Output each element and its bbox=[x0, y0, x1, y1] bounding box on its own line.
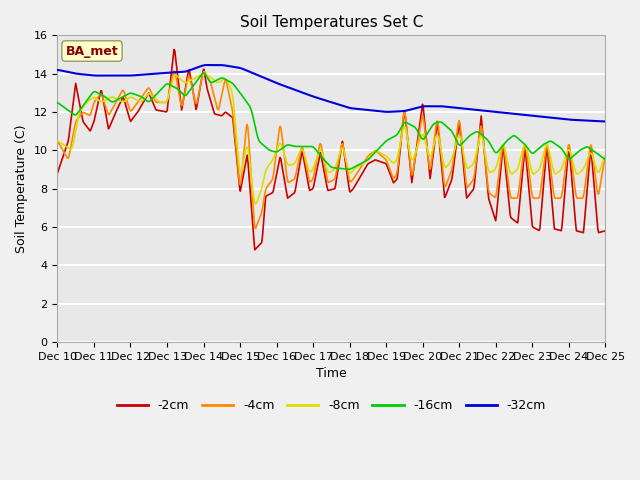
Title: Soil Temperatures Set C: Soil Temperatures Set C bbox=[240, 15, 423, 30]
Text: BA_met: BA_met bbox=[66, 45, 118, 58]
Legend: -2cm, -4cm, -8cm, -16cm, -32cm: -2cm, -4cm, -8cm, -16cm, -32cm bbox=[111, 394, 551, 417]
X-axis label: Time: Time bbox=[316, 367, 347, 380]
Y-axis label: Soil Temperature (C): Soil Temperature (C) bbox=[15, 124, 28, 253]
